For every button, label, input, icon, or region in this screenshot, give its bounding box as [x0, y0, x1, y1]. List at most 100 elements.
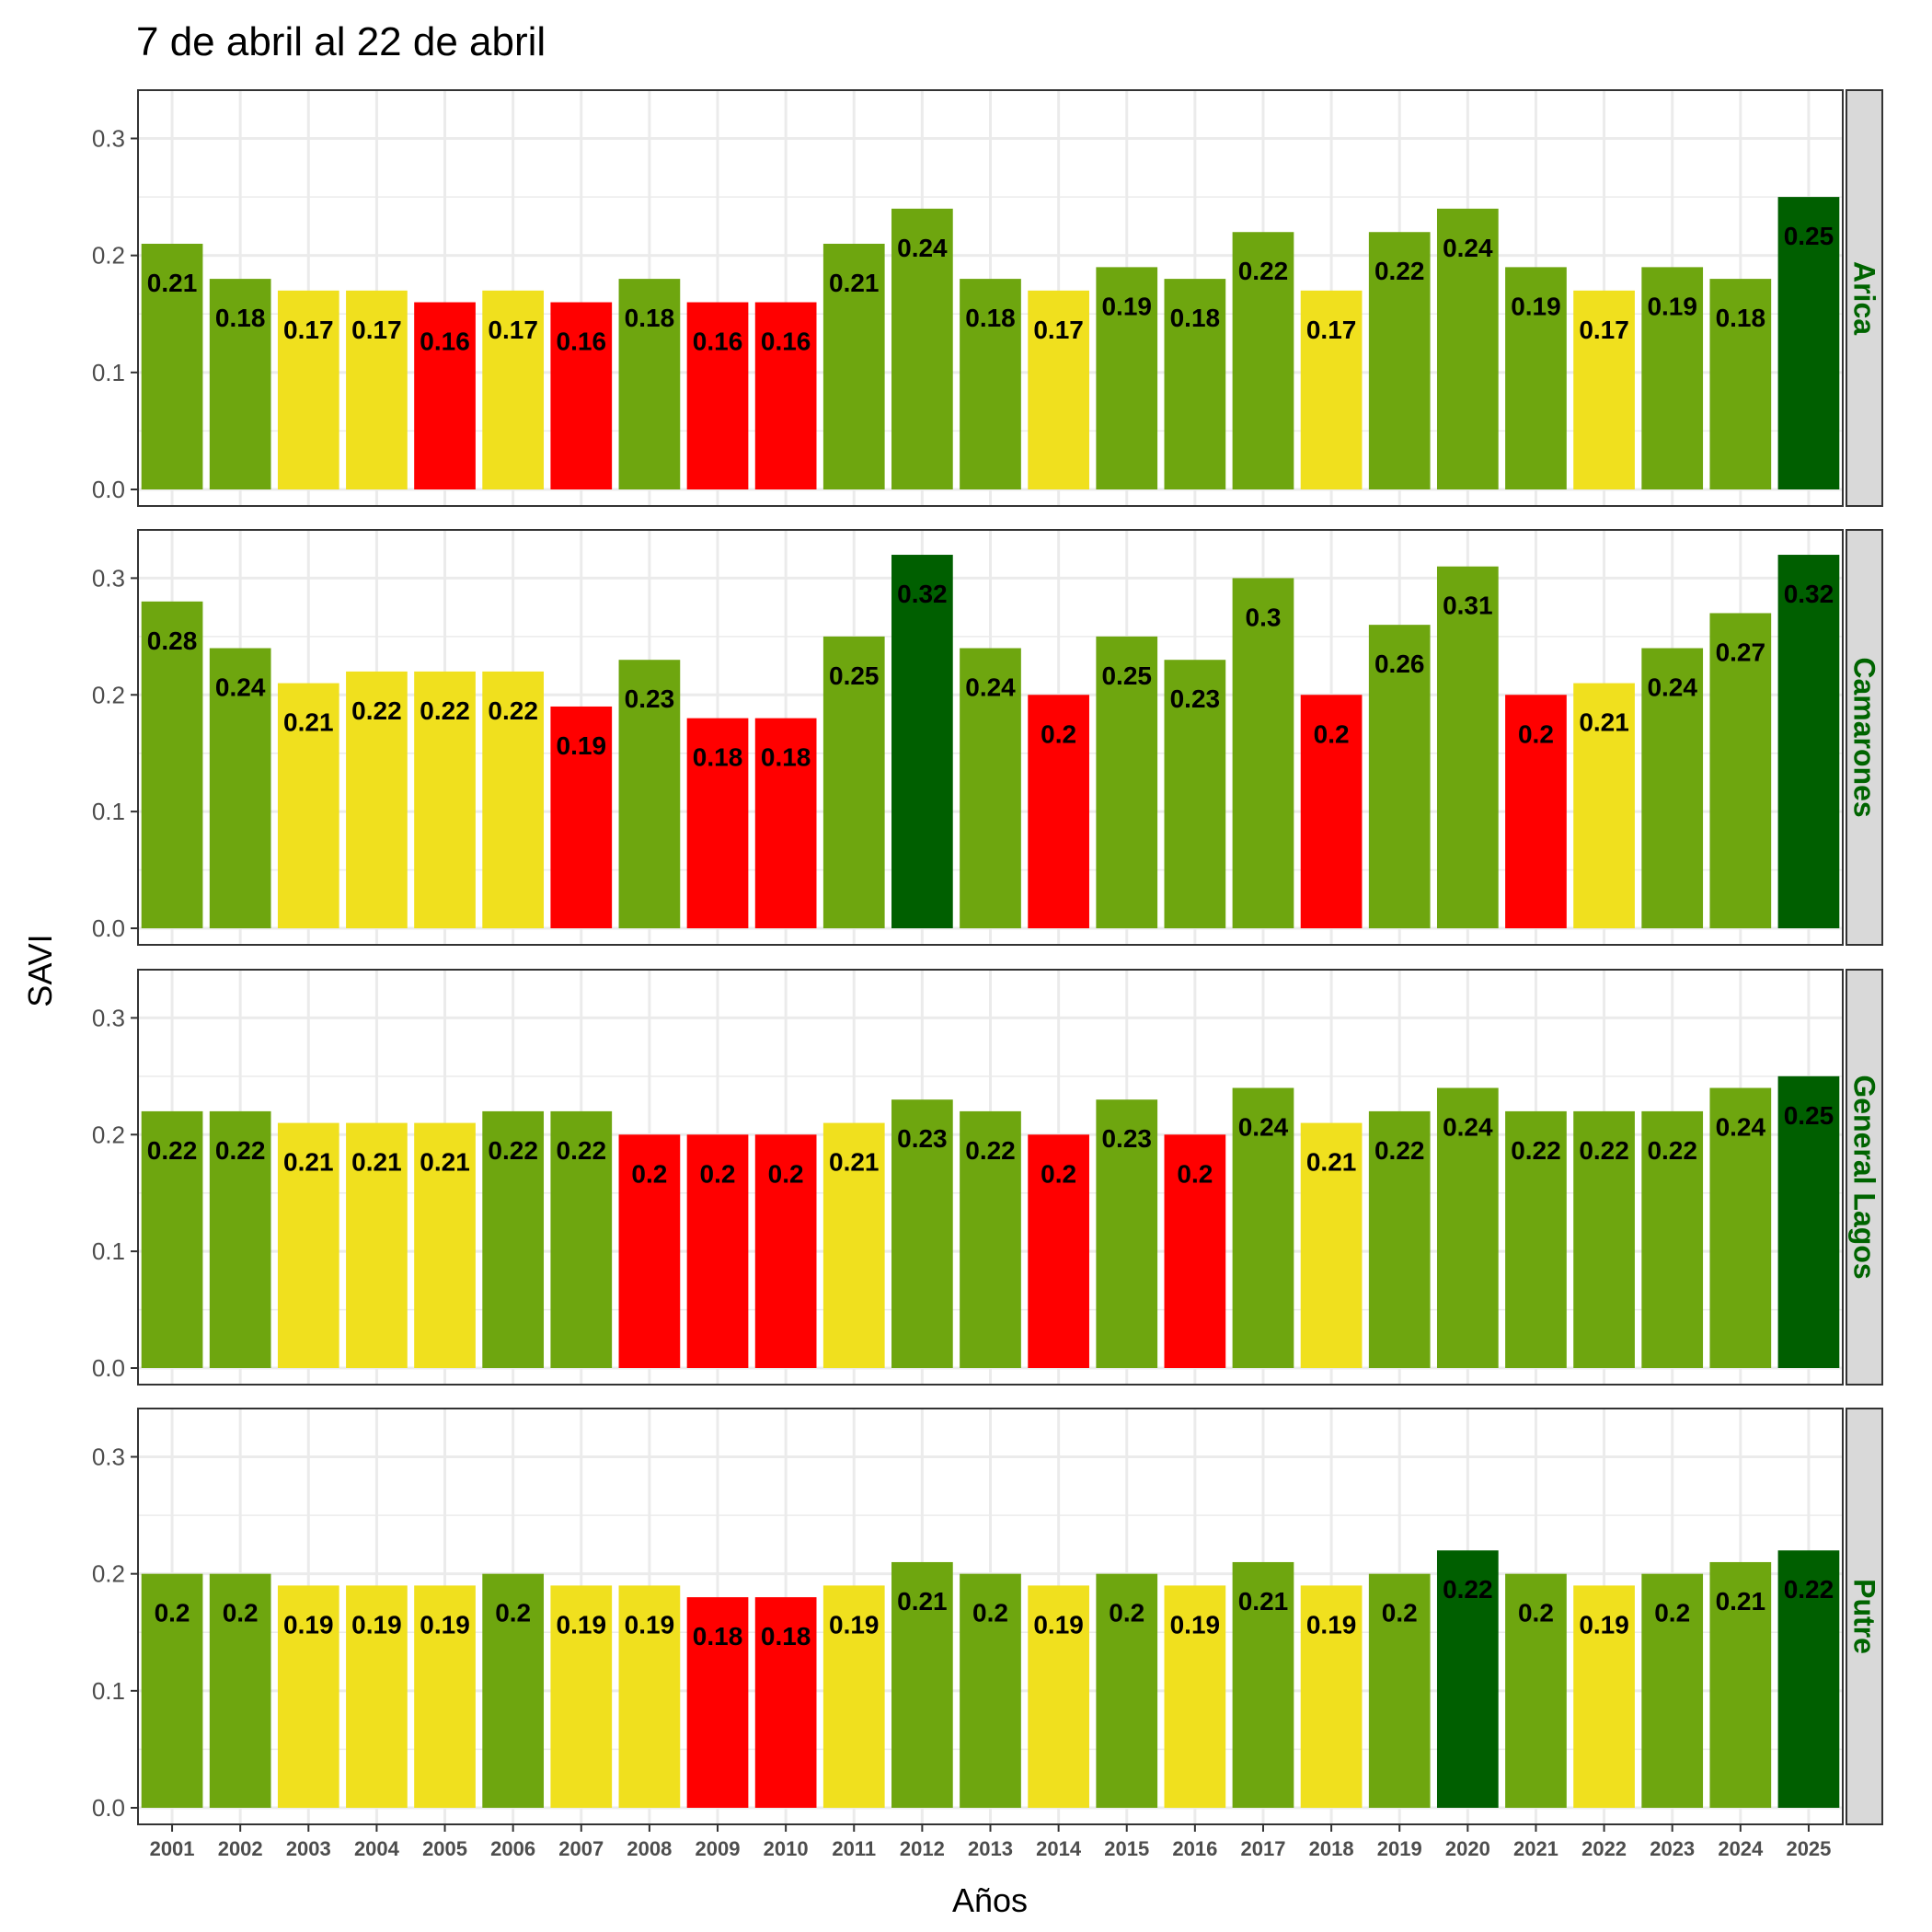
y-tick-label: 0.2 [92, 242, 125, 270]
bar-2015 [1096, 1573, 1158, 1808]
data-label-2018: 0.2 [1314, 719, 1350, 748]
bar-2019 [1368, 232, 1431, 489]
data-label-2011: 0.25 [829, 661, 880, 690]
x-tick-label-2021: 2021 [1513, 1837, 1558, 1860]
data-label-2022: 0.19 [1579, 1610, 1629, 1639]
bar-2007 [550, 1585, 613, 1808]
data-label-2019: 0.22 [1374, 1136, 1425, 1165]
bar-2018 [1300, 695, 1363, 928]
x-axis-title: Años [952, 1881, 1028, 1919]
x-tick-label-2020: 2020 [1445, 1837, 1490, 1860]
bar-2022 [1573, 1110, 1635, 1368]
data-label-2005: 0.16 [420, 328, 470, 356]
data-label-2001: 0.22 [147, 1136, 198, 1165]
bar-2003 [277, 1122, 339, 1368]
chart-title: 7 de abril al 22 de abril [136, 19, 546, 64]
bar-2018 [1300, 1122, 1363, 1368]
bar-2012 [891, 1561, 953, 1808]
bar-2002 [209, 1573, 271, 1808]
data-label-2025: 0.22 [1784, 1575, 1834, 1604]
bar-2024 [1709, 1087, 1772, 1368]
bar-2006 [482, 671, 545, 928]
panel-border [137, 969, 1844, 1386]
facet-strip-label: Camarones [1848, 657, 1881, 817]
data-label-2024: 0.27 [1716, 638, 1766, 666]
data-label-2022: 0.22 [1579, 1136, 1629, 1165]
bar-2015 [1096, 636, 1158, 928]
bar-2020 [1436, 1087, 1499, 1368]
bar-2017 [1232, 578, 1294, 928]
data-label-2010: 0.16 [761, 328, 811, 356]
bar-2008 [618, 660, 681, 928]
data-label-2010: 0.2 [768, 1159, 804, 1188]
data-label-2017: 0.22 [1238, 257, 1289, 285]
facet-strip [1846, 1408, 1883, 1825]
data-label-2025: 0.25 [1784, 1101, 1834, 1130]
data-label-2003: 0.17 [283, 316, 334, 344]
bar-2012 [891, 208, 953, 489]
x-tick-label-2017: 2017 [1241, 1837, 1286, 1860]
bar-2010 [754, 1597, 817, 1808]
bar-2008 [618, 1134, 681, 1368]
x-tick-label-2025: 2025 [1786, 1837, 1831, 1860]
x-tick-label-2012: 2012 [900, 1837, 945, 1860]
x-tick-label-2023: 2023 [1650, 1837, 1695, 1860]
data-label-2011: 0.19 [829, 1610, 880, 1639]
data-label-2024: 0.21 [1716, 1587, 1766, 1616]
y-tick-label: 0.1 [92, 1677, 125, 1705]
bar-2001 [141, 243, 203, 489]
panel-border [137, 89, 1844, 507]
bar-2015 [1096, 267, 1158, 489]
bar-2007 [550, 302, 613, 489]
bar-2011 [822, 636, 885, 928]
data-label-2001: 0.21 [147, 269, 198, 297]
bar-2017 [1232, 1561, 1294, 1808]
data-label-2003: 0.19 [283, 1610, 334, 1639]
data-label-2013: 0.18 [965, 304, 1016, 332]
data-label-2018: 0.19 [1306, 1610, 1357, 1639]
data-label-2017: 0.3 [1246, 603, 1282, 631]
bar-2023 [1641, 1573, 1704, 1808]
bar-2013 [960, 1573, 1021, 1808]
bar-2024 [1709, 279, 1772, 489]
data-label-2021: 0.19 [1511, 292, 1561, 320]
data-label-2023: 0.22 [1647, 1136, 1697, 1165]
bar-2014 [1028, 695, 1089, 928]
data-label-2012: 0.21 [897, 1587, 948, 1616]
bar-2025 [1777, 1075, 1840, 1368]
bar-2019 [1368, 625, 1431, 928]
bar-2013 [960, 648, 1021, 928]
bar-2022 [1573, 683, 1635, 928]
data-label-2001: 0.2 [155, 1599, 190, 1627]
data-label-2020: 0.22 [1443, 1575, 1493, 1604]
data-label-2008: 0.19 [625, 1610, 675, 1639]
bar-2013 [960, 1110, 1021, 1368]
data-label-2010: 0.18 [761, 743, 811, 772]
data-label-2001: 0.28 [147, 627, 198, 655]
y-tick-label: 0.0 [92, 1794, 125, 1822]
data-label-2015: 0.19 [1101, 292, 1152, 320]
data-label-2018: 0.21 [1306, 1148, 1357, 1177]
data-label-2007: 0.16 [557, 328, 607, 356]
bar-2008 [618, 1585, 681, 1808]
facet-panels: 0.21 0.18 0.17 0.17 0.16 0.17 0.16 0.18 0.16 0.16… [92, 89, 1883, 1825]
x-tick-label-2019: 2019 [1377, 1837, 1422, 1860]
bar-2014 [1028, 1134, 1089, 1368]
data-label-2016: 0.2 [1177, 1159, 1213, 1188]
bar-2006 [482, 1110, 545, 1368]
bar-2002 [209, 648, 271, 928]
facet-arica: 0.21 0.18 0.17 0.17 0.16 0.17 0.16 0.18 0.16 0.16… [92, 89, 1883, 507]
data-label-2013: 0.22 [965, 1136, 1016, 1165]
bar-2011 [822, 1585, 885, 1808]
data-label-2019: 0.22 [1374, 257, 1425, 285]
data-label-2008: 0.23 [625, 684, 675, 713]
bar-2009 [686, 1597, 749, 1808]
bar-2018 [1300, 290, 1363, 489]
x-tick-label-2011: 2011 [832, 1837, 876, 1860]
data-label-2024: 0.24 [1716, 1113, 1766, 1142]
data-label-2004: 0.21 [351, 1148, 402, 1177]
x-tick-label-2013: 2013 [968, 1837, 1013, 1860]
bar-2007 [550, 706, 613, 928]
data-label-2007: 0.19 [557, 731, 607, 760]
bar-2002 [209, 279, 271, 489]
